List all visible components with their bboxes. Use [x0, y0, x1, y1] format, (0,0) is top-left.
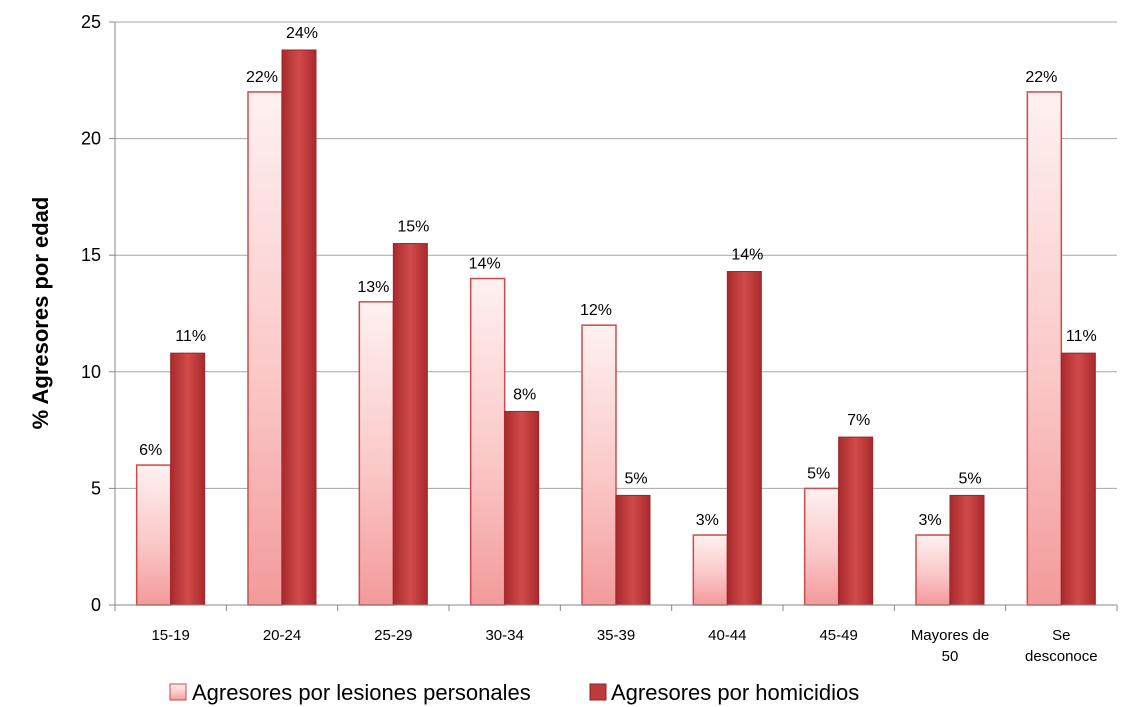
y-tick-label: 0	[91, 595, 101, 615]
data-label-homicidios: 14%	[731, 247, 763, 264]
bar-lesiones	[915, 534, 951, 606]
data-label-homicidios: 7%	[847, 412, 870, 429]
x-category-label: 45-49	[819, 627, 857, 644]
legend-swatch-lesiones	[169, 683, 187, 701]
x-category-label: Mayores de 50	[911, 627, 989, 665]
data-label-homicidios: 8%	[513, 386, 536, 403]
x-category-label: 20-24	[263, 627, 301, 644]
data-label-lesiones: 6%	[139, 442, 162, 459]
bar-homicidios	[504, 410, 540, 606]
bar-lesiones	[247, 91, 283, 606]
y-tick-label: 20	[81, 129, 101, 149]
x-category-label: 30-34	[485, 627, 523, 644]
data-label-homicidios: 15%	[397, 219, 429, 236]
bar-homicidios	[392, 243, 428, 606]
bar-homicidios	[726, 271, 762, 606]
bar-lesiones	[358, 301, 395, 606]
bar-lesiones	[803, 487, 840, 606]
x-category-label: 35-39	[597, 627, 635, 644]
bar-lesiones	[692, 534, 729, 606]
bar-lesiones	[1026, 91, 1063, 606]
x-category-label: 25-29	[374, 627, 412, 644]
data-label-lesiones: 22%	[1025, 69, 1057, 86]
data-label-lesiones: 13%	[357, 279, 389, 296]
data-label-homicidios: 11%	[175, 328, 206, 345]
data-label-lesiones: 3%	[696, 512, 719, 529]
data-label-homicidios: 24%	[286, 25, 318, 42]
data-label-homicidios: 11%	[1066, 328, 1097, 345]
y-axis-ticks: 0 5 10 15 20 25	[81, 12, 115, 615]
legend-swatch-homicidios	[589, 683, 607, 701]
bar-homicidios	[170, 352, 206, 606]
x-category-label: 40-44	[708, 627, 746, 644]
data-label-lesiones: 14%	[469, 256, 501, 273]
y-tick-label: 15	[81, 245, 101, 265]
bar-lesiones	[581, 324, 617, 606]
x-category-label: 15-19	[151, 627, 189, 644]
legend: Agresores por lesiones personales Agreso…	[169, 680, 859, 705]
y-axis-label: % Agresores por edad	[28, 197, 53, 430]
x-axis-labels: 15-19 20-24 25-29 30-34 35-39 40-44 45-49 Mayor…	[114, 605, 1118, 665]
bar-homicidios	[838, 436, 874, 606]
data-label-homicidios: 5%	[958, 470, 981, 487]
bar-lesiones	[135, 464, 172, 606]
bar-lesiones	[469, 277, 506, 606]
data-label-homicidios: 5%	[624, 470, 647, 487]
data-label-lesiones: 3%	[918, 512, 941, 529]
bar-homicidios	[615, 494, 651, 606]
data-label-lesiones: 5%	[807, 465, 830, 482]
y-tick-label: 25	[81, 12, 101, 32]
bars: 6% 11% 22% 24% 13% 15% 14% 8% 12% 5% 3% 14% 5% 7% 3% 5%…	[115, 25, 1117, 606]
bar-homicidios	[1060, 352, 1096, 606]
x-category-label: Se desconoce	[1025, 627, 1098, 665]
bar-homicidios	[949, 494, 985, 606]
legend-label-lesiones: Agresores por lesiones personales	[192, 680, 531, 705]
bar-homicidios	[281, 49, 317, 606]
data-label-lesiones: 12%	[580, 302, 612, 319]
data-label-lesiones: 22%	[246, 69, 278, 86]
y-tick-label: 5	[91, 478, 101, 498]
y-tick-label: 10	[81, 362, 101, 382]
legend-label-homicidios: Agresores por homicidios	[611, 680, 859, 705]
